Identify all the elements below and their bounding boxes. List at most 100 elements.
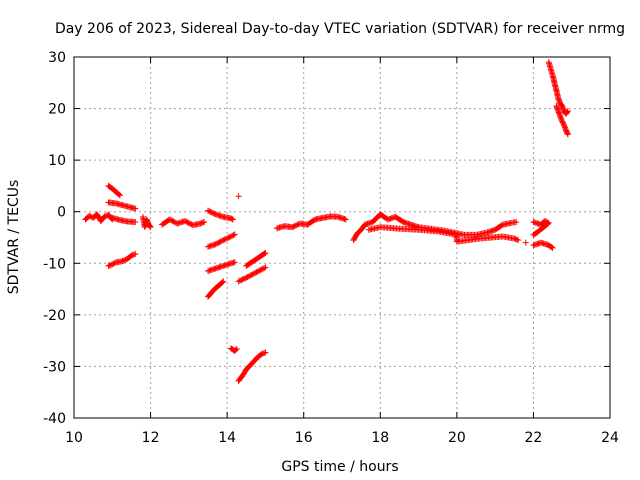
- x-axis-ticks: 10 12 14 16 18 20 22 24: [65, 57, 619, 446]
- data-point: [170, 218, 177, 225]
- data-point: [219, 279, 226, 286]
- data-point: [110, 260, 117, 267]
- y-tick-label: -30: [43, 359, 66, 375]
- series-segment-21: [530, 217, 552, 238]
- data-point: [199, 219, 206, 226]
- data-point: [132, 251, 139, 258]
- x-tick-label: 12: [142, 430, 160, 446]
- data-point: [257, 267, 264, 274]
- data-point: [215, 239, 222, 246]
- data-point: [171, 219, 178, 226]
- data-point: [247, 272, 254, 279]
- data-point: [259, 350, 266, 357]
- data-point: [249, 271, 256, 278]
- x-tick-label: 20: [448, 430, 466, 446]
- data-point: [120, 257, 127, 264]
- data-point: [258, 351, 265, 358]
- x-tick-label: 14: [218, 430, 236, 446]
- data-point: [205, 207, 211, 214]
- data-point: [262, 264, 269, 271]
- series-segment-17: [273, 213, 349, 232]
- data-point: [220, 237, 227, 244]
- data-point: [184, 219, 191, 226]
- data-point: [512, 236, 519, 243]
- data-point: [132, 219, 139, 226]
- data-point: [105, 262, 112, 269]
- data-point: [187, 220, 194, 227]
- y-tick-label: 0: [57, 205, 66, 221]
- data-point: [224, 235, 231, 242]
- x-axis-label: GPS time / hours: [281, 459, 398, 475]
- series-segment-9: [205, 231, 238, 250]
- data-point: [111, 259, 118, 266]
- data-point: [109, 261, 116, 268]
- data-point: [212, 241, 219, 248]
- data-point: [185, 220, 192, 227]
- data-point: [564, 109, 571, 116]
- x-tick-label: 16: [295, 430, 313, 446]
- data-point: [258, 266, 265, 273]
- y-axis-label: SDTVAR / TECUs: [6, 180, 22, 295]
- data-point: [217, 238, 224, 245]
- data-point: [183, 218, 190, 225]
- data-point: [342, 216, 349, 223]
- data-point: [248, 271, 255, 278]
- y-tick-label: -10: [43, 256, 66, 272]
- data-point: [549, 244, 556, 251]
- data-point: [229, 216, 236, 223]
- data-point: [206, 208, 213, 215]
- data-point: [231, 231, 238, 238]
- series-segment-16: [235, 349, 269, 384]
- series-segment-7: [159, 216, 208, 229]
- series-segment-2: [105, 182, 123, 199]
- data-point: [242, 275, 249, 282]
- data-point: [130, 251, 137, 258]
- x-tick-label: 18: [371, 430, 389, 446]
- data-point: [116, 192, 123, 199]
- data-point: [128, 252, 135, 259]
- series-segment-11: [205, 278, 227, 300]
- data-point: [213, 240, 220, 247]
- data-point: [228, 215, 235, 222]
- data-point: [167, 217, 174, 224]
- data-point: [290, 223, 297, 230]
- data-point: [122, 257, 129, 264]
- data-point: [222, 235, 229, 242]
- data-point: [253, 269, 260, 276]
- data-point: [515, 237, 522, 244]
- data-point: [197, 220, 204, 227]
- plot-frame: [73, 56, 611, 419]
- data-point: [211, 210, 218, 217]
- data-point: [250, 270, 257, 277]
- series-segment-1: [82, 211, 116, 224]
- y-tick-label: -20: [43, 308, 66, 324]
- data-point: [254, 268, 261, 275]
- data-point: [531, 231, 538, 238]
- data-point: [252, 269, 259, 276]
- y-tick-label: 20: [48, 102, 66, 118]
- data-point: [239, 276, 246, 283]
- data-point: [108, 261, 115, 268]
- data-point: [511, 235, 518, 242]
- series-segment-5: [105, 251, 139, 269]
- y-tick-label: -40: [43, 411, 66, 427]
- series-segment-20: [522, 239, 529, 246]
- data-point: [166, 216, 173, 223]
- data-point: [226, 234, 233, 241]
- data-point: [225, 234, 232, 241]
- y-axis-ticks: -40 -30 -20 -10 0 10 20 30: [43, 50, 610, 427]
- chart-title: Day 206 of 2023, Sidereal Day-to-day VTE…: [55, 21, 625, 37]
- data-point: [232, 346, 239, 353]
- series-segment-19: [365, 224, 522, 245]
- data-point: [198, 220, 205, 227]
- data-point: [261, 250, 268, 257]
- x-tick-label: 22: [525, 430, 543, 446]
- series-segment-12: [235, 193, 242, 200]
- data-point: [261, 350, 268, 357]
- data-point: [513, 219, 520, 226]
- data-point: [235, 278, 242, 285]
- series-segment-8: [205, 207, 236, 223]
- data-point: [233, 345, 240, 352]
- data-point: [86, 212, 93, 219]
